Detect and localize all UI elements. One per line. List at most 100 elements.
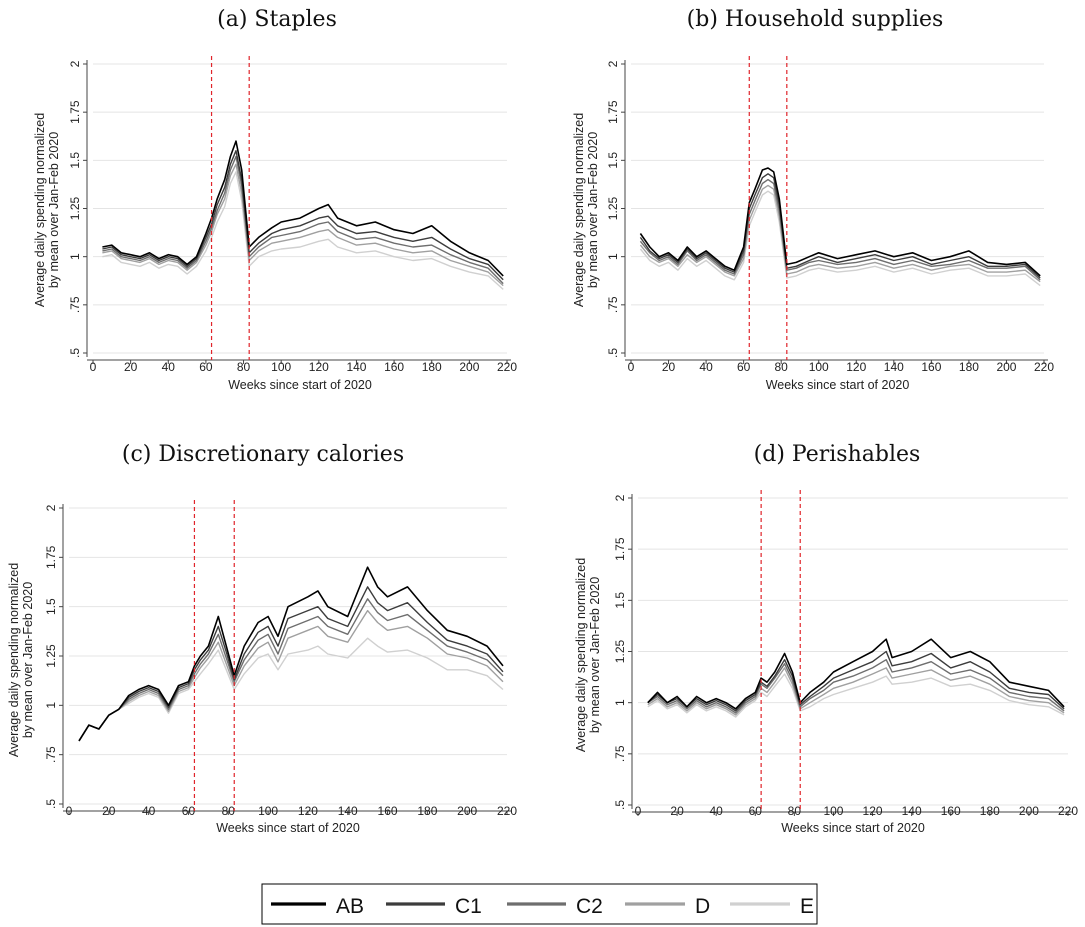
y-tick-label: 1.75 xyxy=(606,100,620,124)
chart-panel-3: (c) Discretionary calories .5 .75 1 1.25 1.5 1… xyxy=(7,442,517,835)
x-axis-label: Weeks since start of 2020 xyxy=(228,378,372,392)
x-tick-label: 160 xyxy=(941,804,961,818)
x-tick-label: 20 xyxy=(124,360,138,374)
y-tick-label: 1 xyxy=(44,702,58,709)
y-tick-label: 1.75 xyxy=(68,100,82,124)
y-axis-label: Average daily spending normalized xyxy=(572,113,586,307)
x-tick-label: 100 xyxy=(809,360,829,374)
y-tick-label: 1.5 xyxy=(606,152,620,169)
x-tick-label: 180 xyxy=(959,360,979,374)
y-tick-label: .5 xyxy=(613,800,627,810)
series-line-ab xyxy=(647,638,1065,710)
x-tick-label: 180 xyxy=(422,360,442,374)
x-tick-label: 20 xyxy=(102,804,116,818)
x-tick-label: 20 xyxy=(662,360,676,374)
x-tick-label: 100 xyxy=(823,804,843,818)
y-tick-label: 2 xyxy=(44,504,58,511)
x-tick-label: 160 xyxy=(384,360,404,374)
x-tick-label: 120 xyxy=(846,360,866,374)
x-tick-label: 0 xyxy=(66,804,73,818)
series-line-c2 xyxy=(102,155,504,285)
series-line-c2 xyxy=(78,598,504,742)
x-tick-label: 120 xyxy=(298,804,318,818)
x-tick-label: 80 xyxy=(788,804,802,818)
x-tick-label: 120 xyxy=(309,360,329,374)
y-tick-label: 2 xyxy=(68,60,82,67)
y-axis-label: by mean over Jan-Feb 2020 xyxy=(47,132,61,288)
x-tick-label: 180 xyxy=(980,804,1000,818)
y-tick-label: 1.75 xyxy=(613,537,627,561)
x-tick-label: 200 xyxy=(459,360,479,374)
y-axis-label: Average daily spending normalized xyxy=(574,558,588,752)
x-tick-label: 220 xyxy=(497,360,517,374)
series-line-d xyxy=(647,667,1065,716)
y-axis-label: by mean over Jan-Feb 2020 xyxy=(586,132,600,288)
y-tick-label: 2 xyxy=(613,494,627,501)
y-axis-label: Average daily spending normalized xyxy=(33,113,47,307)
x-tick-label: 60 xyxy=(182,804,196,818)
series-line-c1 xyxy=(78,586,504,742)
x-tick-label: 100 xyxy=(271,360,291,374)
legend-label: C1 xyxy=(455,895,482,918)
series-line-c1 xyxy=(102,149,504,281)
x-tick-label: 200 xyxy=(996,360,1016,374)
series-line-e xyxy=(639,190,1041,287)
legend-label: D xyxy=(695,895,710,918)
y-tick-label: 1 xyxy=(613,699,627,706)
series-line-e xyxy=(78,637,504,742)
legend-label: E xyxy=(800,895,814,918)
series-line-ab xyxy=(78,566,504,742)
legend-label: AB xyxy=(336,895,364,918)
series-line-ab xyxy=(102,140,504,277)
y-tick-label: 1.25 xyxy=(613,639,627,663)
x-tick-label: 40 xyxy=(162,360,176,374)
x-tick-label: 120 xyxy=(863,804,883,818)
panel-title: (d) Perishables xyxy=(754,442,921,467)
y-tick-label: 2 xyxy=(606,60,620,67)
series-line-d xyxy=(102,163,504,287)
panel-title: (b) Household supplies xyxy=(687,7,944,32)
y-tick-label: .5 xyxy=(68,348,82,358)
y-tick-label: 1.25 xyxy=(44,644,58,668)
y-tick-label: 1.5 xyxy=(68,152,82,169)
x-tick-label: 0 xyxy=(635,804,642,818)
x-tick-label: 160 xyxy=(378,804,398,818)
x-tick-label: 140 xyxy=(338,804,358,818)
y-tick-label: .75 xyxy=(606,296,620,313)
legend-label: C2 xyxy=(576,895,603,918)
chart-panel-2: (b) Household supplies .5 .75 1 1.25 1.5 1.75 2… xyxy=(572,7,1054,392)
series-line-e xyxy=(647,673,1065,718)
series-line-c2 xyxy=(647,659,1065,714)
panel-title: (a) Staples xyxy=(217,7,337,32)
x-tick-label: 80 xyxy=(222,804,236,818)
series-line-d xyxy=(639,184,1041,283)
x-tick-label: 20 xyxy=(670,804,684,818)
x-axis-label: Weeks since start of 2020 xyxy=(216,821,360,835)
x-tick-label: 100 xyxy=(258,804,278,818)
series-line-c1 xyxy=(639,173,1041,279)
series-line-e xyxy=(102,171,504,290)
x-tick-label: 40 xyxy=(142,804,156,818)
x-tick-label: 0 xyxy=(90,360,97,374)
y-tick-label: 1.5 xyxy=(613,592,627,609)
y-tick-label: .5 xyxy=(606,348,620,358)
x-tick-label: 200 xyxy=(457,804,477,818)
x-tick-label: 220 xyxy=(497,804,517,818)
y-tick-label: 1 xyxy=(606,253,620,260)
legend: AB C1 C2 D E xyxy=(261,883,818,925)
x-tick-label: 0 xyxy=(628,360,635,374)
y-tick-label: 1.75 xyxy=(44,545,58,569)
x-tick-label: 140 xyxy=(902,804,922,818)
series-line-ab xyxy=(639,167,1041,277)
x-tick-label: 80 xyxy=(237,360,251,374)
x-axis-label: Weeks since start of 2020 xyxy=(766,378,910,392)
series-line-d xyxy=(78,609,504,742)
y-tick-label: .75 xyxy=(68,296,82,313)
y-tick-label: 1 xyxy=(68,253,82,260)
x-tick-label: 200 xyxy=(1019,804,1039,818)
x-tick-label: 140 xyxy=(346,360,366,374)
x-tick-label: 220 xyxy=(1058,804,1078,818)
